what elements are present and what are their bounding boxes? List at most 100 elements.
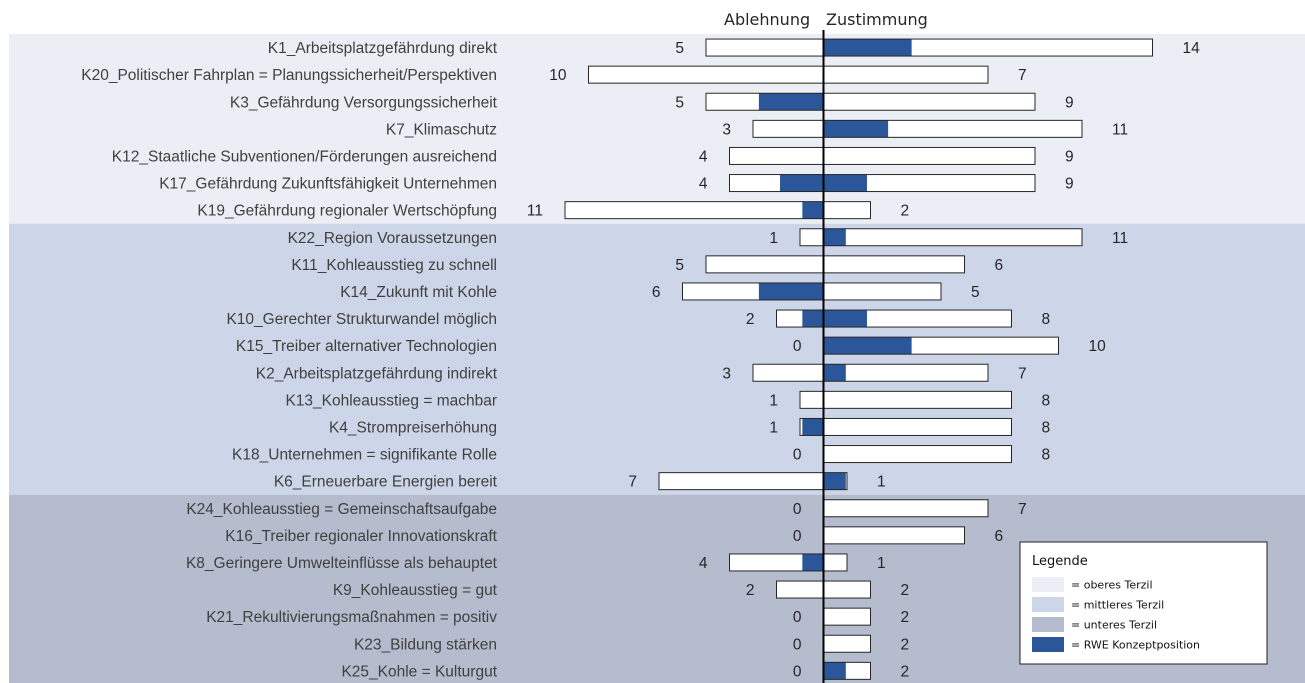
value-zustimmung: 8: [1042, 392, 1051, 409]
rwe-bar-zustimmung: [823, 310, 867, 328]
rwe-bar-ablehnung: [802, 310, 824, 328]
rwe-bar-zustimmung: [823, 364, 846, 382]
value-ablehnung: 0: [793, 501, 802, 518]
bar-ablehnung-fill: [565, 201, 824, 219]
value-ablehnung: 0: [793, 528, 802, 545]
bar-zustimmung-fill: [823, 635, 871, 653]
value-ablehnung: 4: [699, 555, 708, 572]
value-ablehnung: 4: [699, 176, 708, 193]
bar-zustimmung-fill: [823, 228, 1082, 246]
row-label: K14_Zukunft mit Kohle: [340, 284, 497, 301]
value-ablehnung: 0: [793, 447, 802, 464]
legend-label-oberes: = oberes Terzil: [1071, 579, 1153, 592]
value-ablehnung: 3: [722, 365, 731, 382]
row-label: K17_Gefährdung Zukunftsfähigkeit Unterne…: [159, 176, 497, 193]
value-zustimmung: 2: [901, 663, 910, 680]
chart-row: K7_Klimaschutz 3 11: [386, 119, 1128, 138]
value-zustimmung: 1: [877, 555, 886, 572]
value-ablehnung: 6: [652, 284, 661, 301]
bar-ablehnung-fill: [776, 581, 824, 599]
chart-row: K14_Zukunft mit Kohle 6 5: [340, 282, 980, 301]
chart-row: K1_Arbeitsplatzgefährdung direkt 5 14: [268, 38, 1201, 57]
bar-zustimmung-fill: [823, 310, 1012, 328]
bar-ablehnung-fill: [729, 147, 824, 165]
bar-zustimmung-fill: [823, 201, 871, 219]
row-label: K8_Geringere Umwelteinflüsse als behaupt…: [186, 555, 498, 572]
bar-zustimmung-fill: [823, 364, 988, 382]
value-zustimmung: 7: [1018, 365, 1027, 382]
row-label: K9_Kohleausstieg = gut: [333, 582, 498, 599]
legend-swatch-oberes: [1032, 577, 1064, 592]
value-ablehnung: 2: [746, 311, 755, 328]
rwe-bar-ablehnung: [802, 201, 824, 219]
row-label: K3_Gefährdung Versorgungssicherheit: [230, 94, 498, 111]
chart-row: K24_Kohleausstieg = Gemeinschaftsaufgabe…: [186, 499, 1027, 518]
bar-ablehnung-fill: [800, 391, 824, 409]
header-zustimmung: Zustimmung: [826, 10, 928, 29]
row-label: K12_Staatliche Subventionen/Förderungen …: [112, 148, 497, 165]
value-zustimmung: 6: [995, 257, 1004, 274]
rwe-bar-zustimmung: [823, 120, 889, 138]
chart-row: K19_Gefährdung regionaler Wertschöpfung 1…: [197, 201, 910, 220]
value-ablehnung: 11: [527, 203, 543, 220]
rwe-bar-ablehnung: [802, 418, 824, 436]
row-label: K1_Arbeitsplatzgefährdung direkt: [268, 40, 498, 57]
chart-row: K6_Erneuerbare Energien bereit 7 1: [274, 472, 886, 491]
bar-zustimmung-fill: [823, 445, 1012, 463]
value-ablehnung: 0: [793, 609, 802, 626]
bar-zustimmung-fill: [823, 93, 1035, 111]
legend-swatch-rwe: [1032, 637, 1064, 652]
row-label: K11_Kohleausstieg zu schnell: [291, 257, 497, 274]
row-label: K24_Kohleausstieg = Gemeinschaftsaufgabe: [186, 501, 497, 518]
value-zustimmung: 2: [901, 582, 910, 599]
row-label: K7_Klimaschutz: [386, 121, 497, 138]
legend-label-unteres: = unteres Terzil: [1071, 619, 1157, 632]
value-zustimmung: 2: [901, 609, 910, 626]
value-ablehnung: 7: [628, 474, 637, 491]
row-label: K19_Gefährdung regionaler Wertschöpfung: [197, 203, 497, 220]
band-oberes: [9, 34, 1305, 224]
legend-title: Legende: [1032, 554, 1088, 569]
row-label: K18_Unternehmen = signifikante Rolle: [232, 447, 497, 464]
bar-ablehnung-fill: [706, 39, 824, 57]
rwe-bar-zustimmung: [823, 472, 846, 490]
value-zustimmung: 11: [1112, 121, 1128, 138]
bar-ablehnung-fill: [753, 364, 824, 382]
bar-ablehnung-fill: [753, 120, 824, 138]
rwe-bar-zustimmung: [823, 337, 912, 355]
bar-ablehnung-fill: [800, 228, 824, 246]
value-zustimmung: 8: [1042, 311, 1051, 328]
bar-zustimmung-fill: [823, 147, 1035, 165]
band-mittleres: [9, 223, 1305, 495]
value-zustimmung: 8: [1042, 419, 1051, 436]
legend-label-rwe: = RWE Konzeptposition: [1071, 639, 1200, 652]
chart-row: K11_Kohleausstieg zu schnell 5 6: [291, 255, 1004, 274]
bar-zustimmung-fill: [823, 581, 871, 599]
chart-row: K9_Kohleausstieg = gut 2 2: [333, 580, 910, 599]
legend: Legende = oberes Terzil = mittleres Terzi…: [1019, 541, 1268, 665]
legend-items: = oberes Terzil = mittleres Terzil = unter…: [1032, 577, 1200, 652]
rwe-bar-ablehnung: [780, 174, 824, 192]
value-ablehnung: 10: [549, 67, 567, 84]
header-ablehnung: Ablehnung: [724, 10, 810, 29]
value-ablehnung: 1: [769, 419, 778, 436]
bar-zustimmung-fill: [823, 418, 1012, 436]
chart-headers: Ablehnung Zustimmung: [724, 10, 928, 29]
bar-zustimmung-fill: [823, 391, 1012, 409]
value-ablehnung: 0: [793, 636, 802, 653]
value-zustimmung: 2: [901, 203, 910, 220]
value-zustimmung: 6: [995, 528, 1004, 545]
row-label: K21_Rekultivierungsmaßnahmen = positiv: [206, 609, 497, 626]
value-zustimmung: 5: [971, 284, 980, 301]
value-zustimmung: 14: [1183, 40, 1201, 57]
bar-ablehnung-fill: [729, 553, 824, 571]
rwe-bar-ablehnung: [802, 553, 824, 571]
value-zustimmung: 1: [877, 474, 886, 491]
chart-rows: K1_Arbeitsplatzgefährdung direkt 5 14K20_P…: [81, 38, 1201, 680]
value-ablehnung: 5: [675, 94, 684, 111]
value-zustimmung: 9: [1065, 176, 1074, 193]
value-zustimmung: 9: [1065, 94, 1074, 111]
chart-row: K23_Bildung stärken 0 2: [354, 634, 909, 653]
value-ablehnung: 0: [793, 663, 802, 680]
rwe-bar-zustimmung: [823, 662, 846, 680]
